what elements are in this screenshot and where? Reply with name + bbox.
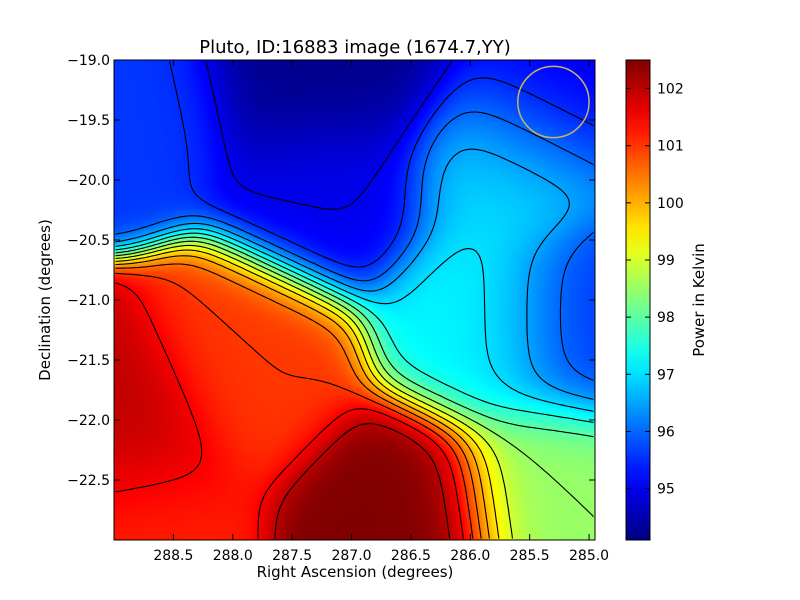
colorbar-ticks: 95 96 97 98 99 100 101 102	[626, 82, 684, 498]
x-tick-label: 285.5	[510, 548, 550, 564]
y-tick-label: −21.0	[67, 293, 110, 309]
y-tick-label: −19.0	[67, 53, 110, 69]
y-tick-label: −22.0	[67, 413, 110, 429]
colorbar-tick-label: 99	[657, 253, 675, 269]
contour-lines	[115, 61, 594, 539]
contour-level-99-5	[115, 249, 500, 539]
colorbar-fill	[625, 59, 651, 541]
colorbar-tick-label: 95	[657, 482, 675, 498]
colorbar-tick-label: 98	[657, 310, 675, 326]
contour-level-96-5	[115, 148, 594, 400]
colorbar-tick-label: 102	[657, 82, 684, 98]
x-tick-label: 288.0	[213, 548, 253, 564]
target-marker-circle	[517, 65, 590, 139]
x-axis-label: Right Ascension (degrees)	[257, 563, 454, 581]
contour-level-96	[115, 111, 594, 381]
heatmap-image	[114, 60, 595, 540]
contour-level-98-5	[115, 240, 594, 517]
contour-level-97-5	[115, 232, 594, 423]
contour-level-100-5	[115, 263, 482, 539]
x-tick-label: 287.0	[331, 548, 371, 564]
contour-level-99	[115, 244, 514, 539]
y-tick-label: −22.5	[67, 473, 110, 489]
contour-level-95-5	[169, 61, 594, 268]
y-tick-label: −19.5	[67, 113, 110, 129]
colorbar-tick-label: 96	[657, 424, 675, 440]
colorbar: 95 96 97 98 99 100 101 102 Power in Kelvin	[625, 59, 708, 541]
colorbar-tick-label: 101	[657, 139, 684, 155]
contour-level-98	[115, 236, 594, 438]
y-axis-label: Declination (degrees)	[36, 219, 54, 381]
contour-level-95	[205, 61, 453, 210]
x-tick-label: 286.0	[450, 548, 490, 564]
colorbar-label: Power in Kelvin	[690, 243, 708, 357]
colorbar-tick-label: 97	[657, 367, 675, 383]
x-tick-label: 287.5	[272, 548, 312, 564]
chart-title: Pluto, ID:16883 image (1674.7,YY)	[199, 37, 511, 58]
contour-level-100	[115, 255, 490, 539]
x-tick-label: 285.0	[569, 548, 609, 564]
contour-level-101	[115, 272, 474, 539]
colorbar-tick-label: 100	[657, 196, 684, 212]
contour-level-102	[274, 423, 451, 539]
y-tick-label: −21.5	[67, 353, 110, 369]
x-tick-label: 288.5	[153, 548, 193, 564]
contour-level-97	[115, 228, 594, 412]
y-axis-ticks: −19.0 −19.5 −20.0 −20.5 −21.0 −21.5 −22.0 −22.5	[67, 53, 595, 489]
x-axis-ticks: 288.5 288.0 287.5 287.0 286.5 286.0 285.5 285.0	[153, 60, 609, 564]
y-tick-label: −20.5	[67, 233, 110, 249]
y-tick-label: −20.0	[67, 173, 110, 189]
contour-level-101-5	[115, 282, 464, 539]
heatmap-plot: 288.5 288.0 287.5 287.0 286.5 286.0 285.5 285.0…	[67, 53, 609, 564]
x-tick-label: 286.5	[391, 548, 431, 564]
